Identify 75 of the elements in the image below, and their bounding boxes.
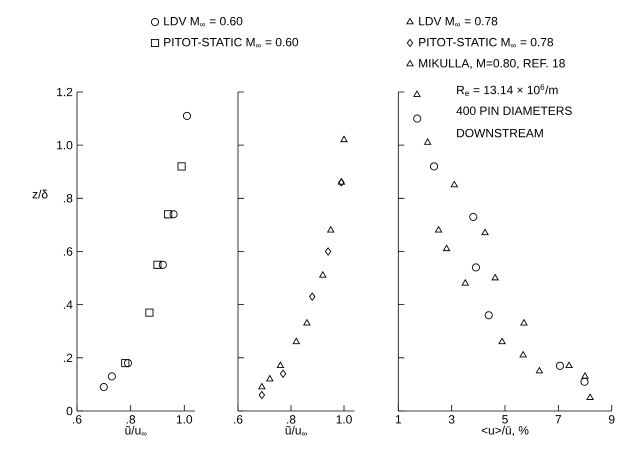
point	[182, 112, 192, 120]
point	[413, 90, 421, 97]
legend-label: PITOT-STATIC M$_{∞}$ = 0.60	[164, 38, 298, 48]
point	[292, 338, 300, 344]
point	[520, 319, 528, 326]
y-tick-label: 0	[66, 406, 72, 416]
annotation: 400 PIN DIAMETERS	[456, 106, 572, 115]
y-tick-label: .2	[64, 354, 72, 362]
point	[158, 260, 167, 269]
point	[100, 383, 108, 392]
point	[469, 212, 478, 221]
annotation: DOWNSTREAM	[457, 128, 543, 138]
x-tick-label: 3	[448, 415, 454, 424]
y-axis-title: z/δ	[32, 190, 48, 198]
point	[430, 162, 438, 170]
point	[258, 390, 266, 400]
point	[565, 362, 573, 368]
point	[164, 210, 172, 218]
legend-label: LDV M$_{∞}$ = 0.78	[419, 16, 498, 26]
point	[121, 359, 130, 368]
point	[556, 362, 564, 370]
point	[498, 338, 506, 344]
legend-label: PITOT-STATIC M$_{∞}$ = 0.78	[419, 38, 554, 48]
x-tick-label: 5	[502, 415, 508, 424]
point	[536, 367, 543, 374]
point	[413, 114, 422, 123]
x-axis-title: ũ/u$_{∞}$	[125, 426, 147, 436]
x-tick-label: 9	[608, 415, 614, 424]
y-tick-label: .4	[64, 300, 72, 309]
point	[324, 247, 332, 256]
x-tick-label: 1.0	[176, 415, 192, 424]
point	[153, 260, 162, 269]
x-tick-label: 1	[396, 415, 402, 424]
point	[327, 226, 334, 232]
y-tick-label: 1.2	[57, 88, 72, 96]
legend-label: LDV M$_{∞}$ = 0.60	[164, 16, 242, 26]
x-tick-label: 1.0	[336, 415, 352, 424]
x-tick-label: .8	[126, 415, 136, 424]
point	[443, 244, 450, 252]
point	[124, 359, 132, 368]
point	[472, 263, 480, 272]
point	[484, 311, 493, 320]
point	[280, 370, 286, 378]
y-tick-label: .6	[64, 247, 72, 256]
point	[266, 375, 274, 382]
annotation: R$_{e}$ = 13.14 × 10$^{6}$/m	[457, 84, 558, 96]
x-tick-label: .6	[234, 415, 242, 424]
point	[520, 351, 527, 358]
point	[319, 271, 326, 278]
x-axis-title: <u>/ū, %	[482, 426, 528, 436]
y-tick-label: 1.0	[57, 140, 72, 150]
point	[258, 383, 266, 390]
point	[462, 279, 469, 286]
point	[586, 394, 594, 400]
point	[481, 228, 489, 236]
point	[340, 136, 348, 142]
point	[492, 274, 499, 280]
point	[178, 162, 186, 170]
text: MIKULLA, M=0.80, REF. 18	[419, 59, 565, 69]
point	[170, 210, 178, 218]
point	[309, 292, 316, 301]
y-tick-label: .8	[64, 194, 72, 203]
point	[303, 319, 310, 326]
point	[450, 180, 458, 188]
x-axis-title: ũ/u$_{∞}$	[286, 426, 307, 436]
x-tick-label: .6	[73, 415, 82, 424]
point	[581, 372, 589, 379]
point	[108, 372, 116, 380]
point	[424, 138, 432, 145]
point	[145, 308, 154, 317]
point	[435, 226, 442, 232]
point	[276, 362, 284, 368]
x-tick-label: 7	[556, 415, 562, 424]
x-tick-label: .8	[287, 415, 296, 424]
point	[580, 378, 589, 386]
